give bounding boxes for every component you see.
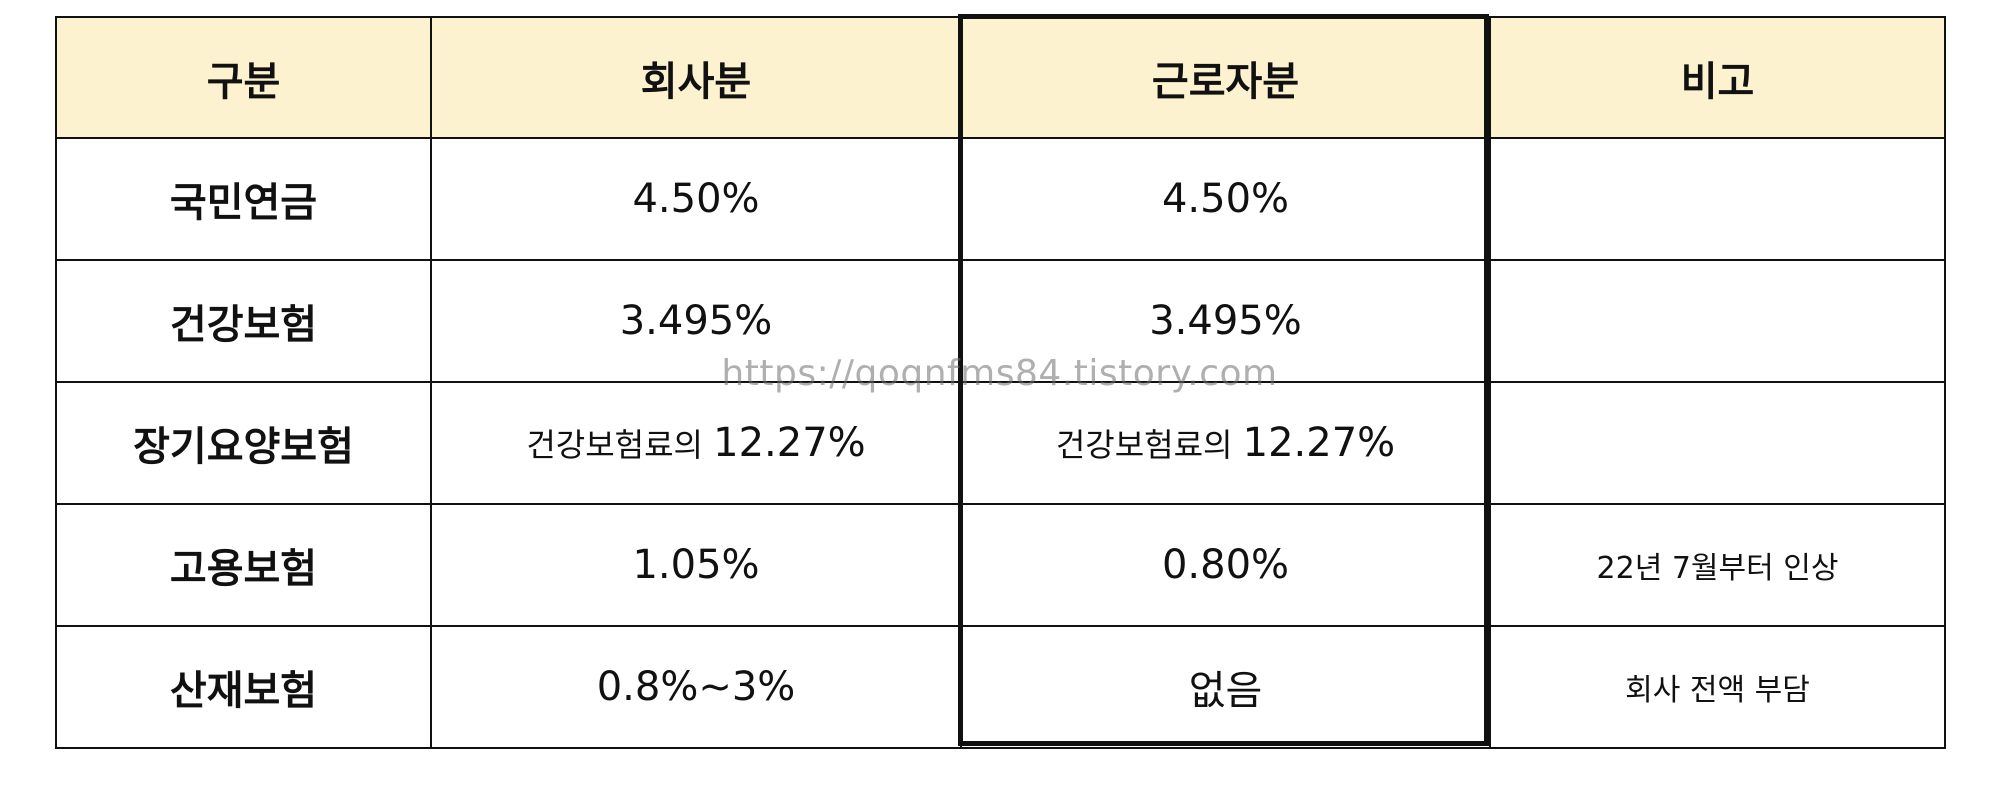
- cell-worker-share: 0.80%: [960, 503, 1491, 627]
- row-label-employment-insurance: 고용보험: [55, 503, 432, 627]
- header-company-share: 회사분: [430, 16, 962, 139]
- cell-percent: 12.27%: [713, 420, 866, 466]
- table-body: 국민연금 4.50% 4.50% 건강보험 3.495% 3.495% 장기요양…: [55, 137, 1946, 749]
- cell-worker-share: 4.50%: [960, 137, 1491, 261]
- insurance-rate-table-container: 구분 회사분 근로자분 비고 국민연금 4.50% 4.50% 건강보험 3.4…: [55, 16, 1946, 749]
- row-label-health-insurance: 건강보험: [55, 259, 432, 383]
- cell-company-share: 3.495%: [430, 259, 962, 383]
- cell-prefix: 건강보험료의: [1055, 426, 1233, 464]
- table-row: 국민연금 4.50% 4.50%: [55, 137, 1946, 261]
- row-label-long-term-care: 장기요양보험: [55, 381, 432, 505]
- cell-note: [1489, 381, 1946, 505]
- row-label-national-pension: 국민연금: [55, 137, 432, 261]
- table-row: 장기요양보험 건강보험료의 12.27% 건강보험료의 12.27%: [55, 381, 1946, 505]
- cell-worker-share: 3.495%: [960, 259, 1491, 383]
- cell-prefix: 건강보험료의: [526, 426, 703, 464]
- table-row: 건강보험 3.495% 3.495%: [55, 259, 1946, 383]
- insurance-rate-table: 구분 회사분 근로자분 비고 국민연금 4.50% 4.50% 건강보험 3.4…: [55, 16, 1946, 749]
- cell-note: [1489, 137, 1946, 261]
- cell-company-share: 건강보험료의 12.27%: [430, 381, 962, 505]
- cell-worker-share: 건강보험료의 12.27%: [960, 381, 1491, 505]
- cell-company-share: 4.50%: [430, 137, 962, 261]
- table-row: 고용보험 1.05% 0.80% 22년 7월부터 인상: [55, 503, 1946, 627]
- table-header: 구분 회사분 근로자분 비고: [55, 16, 1946, 139]
- cell-worker-share: 없음: [960, 625, 1491, 749]
- cell-percent: 12.27%: [1242, 420, 1396, 466]
- table-row: 산재보험 0.8%~3% 없음 회사 전액 부담: [55, 625, 1946, 749]
- cell-note: 22년 7월부터 인상: [1489, 503, 1946, 627]
- row-label-industrial-accident: 산재보험: [55, 625, 432, 749]
- header-worker-share: 근로자분: [960, 16, 1491, 139]
- cell-company-share: 0.8%~3%: [430, 625, 962, 749]
- cell-note: [1489, 259, 1946, 383]
- header-category: 구분: [55, 16, 432, 139]
- cell-company-share: 1.05%: [430, 503, 962, 627]
- header-note: 비고: [1489, 16, 1946, 139]
- header-row: 구분 회사분 근로자분 비고: [55, 16, 1946, 139]
- cell-note: 회사 전액 부담: [1489, 625, 1946, 749]
